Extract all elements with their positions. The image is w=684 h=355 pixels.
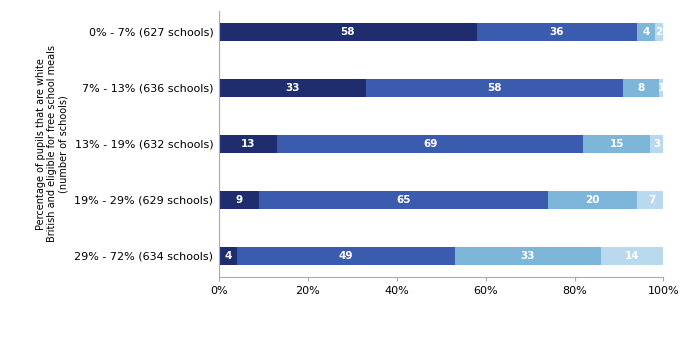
Bar <box>601 247 663 265</box>
Bar <box>219 247 237 265</box>
Bar <box>624 79 659 97</box>
Bar <box>477 23 637 41</box>
Text: 13: 13 <box>241 139 255 149</box>
Text: 2: 2 <box>655 27 663 37</box>
Text: 8: 8 <box>637 83 645 93</box>
Text: 58: 58 <box>487 83 502 93</box>
Bar <box>650 135 663 153</box>
Text: 14: 14 <box>625 251 640 261</box>
Text: 4: 4 <box>224 251 231 261</box>
Text: 65: 65 <box>396 195 410 205</box>
Bar <box>548 191 637 209</box>
Bar <box>259 191 548 209</box>
Text: 49: 49 <box>339 251 353 261</box>
Bar <box>276 135 583 153</box>
Bar <box>655 23 663 41</box>
Text: 33: 33 <box>521 251 535 261</box>
Text: 15: 15 <box>609 139 624 149</box>
Text: 3: 3 <box>653 139 661 149</box>
Text: 36: 36 <box>549 27 564 37</box>
Bar <box>637 191 668 209</box>
Text: 7: 7 <box>648 195 656 205</box>
Bar <box>219 23 477 41</box>
Y-axis label: Percentage of pupils that are white
British and eligible for free school meals
(: Percentage of pupils that are white Brit… <box>36 45 69 242</box>
Bar <box>219 79 365 97</box>
Text: 4: 4 <box>642 27 649 37</box>
Bar <box>637 23 655 41</box>
Bar <box>365 79 624 97</box>
Bar <box>454 247 601 265</box>
Bar <box>219 191 259 209</box>
Text: 20: 20 <box>585 195 600 205</box>
Text: 33: 33 <box>285 83 300 93</box>
Text: 1: 1 <box>657 83 665 93</box>
Text: 9: 9 <box>235 195 242 205</box>
Bar <box>237 247 454 265</box>
Text: 69: 69 <box>423 139 437 149</box>
Bar <box>659 79 663 97</box>
Bar <box>219 135 276 153</box>
Bar <box>583 135 650 153</box>
Text: 58: 58 <box>341 27 355 37</box>
